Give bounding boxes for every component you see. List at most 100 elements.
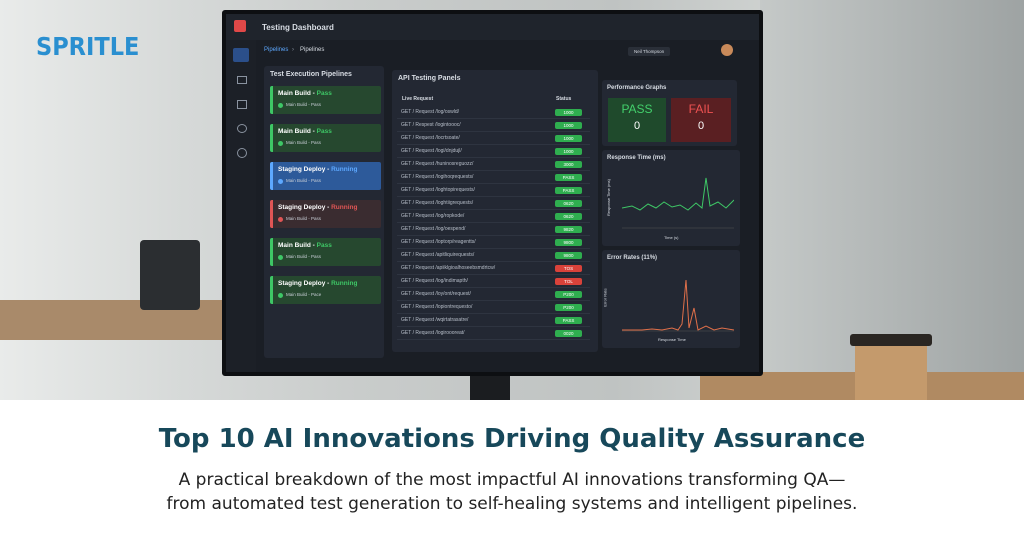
pipeline-status: Running	[331, 280, 358, 287]
request-text: GET / Request /logi/dnjdujl/	[401, 148, 462, 154]
pipeline-status: Pass	[316, 90, 332, 97]
pipeline-card[interactable]: Staging Deploy - Running Main Build - Pas…	[270, 162, 381, 190]
request-row[interactable]: GET / Request /apitliquirequests/9800	[397, 251, 590, 262]
status-badge: 0620	[555, 213, 582, 220]
column-header: Live Request	[402, 96, 434, 102]
photo: SPRITLE Testing Dashboard Pipelines › Pi…	[0, 0, 1024, 400]
status-badge: 0620	[555, 200, 582, 207]
chair	[140, 240, 200, 310]
request-row[interactable]: GET / Request /lopiontrequesto/P200	[397, 303, 590, 314]
request-row[interactable]: GET / Request /loghtopirequests/PASS	[397, 186, 590, 197]
status-badge: P200	[555, 304, 582, 311]
pipeline-name: Staging Deploy - Running	[278, 204, 357, 211]
request-text: GET / Request /locrtsoate/	[401, 135, 460, 141]
nav-icon[interactable]	[237, 124, 247, 133]
request-row[interactable]: GET / Request /apiiklgioalhoseebsmdrtcw/…	[397, 264, 590, 275]
x-axis-label: Time (s)	[664, 235, 679, 240]
pipeline-sub: Main Build - Pass	[286, 140, 322, 145]
fail-label: FAIL	[688, 102, 714, 116]
request-row[interactable]: GET / Request /wqirtatrasatre/PASS	[397, 316, 590, 327]
request-text: GET / Request /log/oespend/	[401, 226, 466, 232]
panel-title: Response Time (ms)	[607, 155, 666, 161]
status-dot	[278, 255, 283, 260]
pipeline-sub: Main Build - Pass	[286, 254, 322, 259]
request-row[interactable]: GET / Request /locrtsoate/1000	[397, 134, 590, 145]
nav-icon[interactable]	[233, 48, 249, 62]
pipeline-name: Staging Deploy - Running	[278, 280, 357, 287]
error-line	[622, 279, 734, 331]
performance-panel: Performance Graphs PASS 0 FAIL 0	[602, 80, 737, 146]
pipeline-sub: Main Build - Pass	[286, 178, 322, 183]
cup-lid	[850, 334, 932, 346]
nav-icon[interactable]	[237, 76, 247, 84]
request-row[interactable]: GET / Request /loy/ont/request/P200	[397, 290, 590, 301]
request-row[interactable]: GET / Request /log/ropkode/0620	[397, 212, 590, 223]
pipeline-name: Main Build - Pass	[278, 90, 332, 97]
request-row[interactable]: GET / Request /logihoqrequests/PASS	[397, 173, 590, 184]
status-badge: 9820	[555, 226, 582, 233]
request-text: GET / Request /lopiontrequesto/	[401, 304, 473, 310]
status-badge: 1000	[555, 135, 582, 142]
status-badge: 3000	[555, 161, 582, 168]
pipeline-sub: Main Build - Pass	[286, 216, 322, 221]
pipeline-sub: Main Build - Pass	[286, 102, 322, 107]
coffee-cup	[855, 340, 927, 400]
window	[760, 0, 1024, 400]
request-row[interactable]: GET / Respest /logintoooc/1000	[397, 121, 590, 132]
request-text: GET / Request /loghtiigrequests/	[401, 200, 474, 206]
request-text: GET / Request /logihoqrequests/	[401, 174, 474, 180]
nav-icon[interactable]	[237, 100, 247, 109]
column-header: Status	[556, 96, 572, 102]
panel-title: Performance Graphs	[607, 85, 667, 91]
pipeline-name: Main Build -	[278, 128, 315, 135]
headline: Top 10 AI Innovations Driving Quality As…	[158, 424, 866, 454]
x-axis-label: Response Time	[658, 337, 686, 342]
user-menu[interactable]: Neil Thompson	[628, 47, 671, 56]
request-row[interactable]: GET / Request /log/indimapth/TOL	[397, 277, 590, 288]
request-row[interactable]: GET / Request /loghtiigrequests/0620	[397, 199, 590, 210]
request-text: GET / Request /log/oswld/	[401, 109, 459, 115]
pipeline-card[interactable]: Main Build - Pass Main Build - Pass	[270, 86, 381, 114]
pipeline-card[interactable]: Main Build - Pass Main Build - Pass	[270, 238, 381, 266]
pipeline-card[interactable]: Staging Deploy - Running Main Build - Pas…	[270, 200, 381, 228]
request-text: GET / Request /apiiklgioalhoseebsmdrtcw/	[401, 265, 496, 271]
request-text: GET / Request /log/indimapth/	[401, 278, 468, 284]
pipeline-sub: Main Build - Pace	[286, 292, 322, 297]
pipeline-name: Main Build - Pass	[278, 128, 332, 135]
panel-title: Test Execution Pipelines	[270, 71, 352, 78]
status-badge: 1000	[555, 148, 582, 155]
request-row[interactable]: GET / Request /logi/dnjdujl/1000	[397, 147, 590, 158]
breadcrumb-separator: ›	[292, 47, 294, 53]
status-badge: 0020	[555, 330, 582, 337]
pass-value: 0	[633, 120, 641, 132]
logo: SPRITLE	[36, 32, 140, 61]
response-panel: Response Time (ms) Time (s) Response Tim…	[602, 150, 740, 246]
request-row[interactable]: GET / Request /log/oespend/9820	[397, 225, 590, 236]
status-badge: TOS	[555, 265, 582, 272]
pipeline-name: Staging Deploy - Running	[278, 166, 357, 173]
status-badge: 9800	[555, 252, 582, 259]
request-text: GET / Request /huninosreguozz/	[401, 161, 474, 167]
request-row[interactable]: GET / Request /logiroooreat/0020	[397, 329, 590, 340]
pass-label: PASS	[621, 102, 653, 116]
breadcrumb: Pipelines	[300, 47, 325, 53]
status-badge: 1000	[555, 109, 582, 116]
request-text: GET / Request /log/ropkode/	[401, 213, 465, 219]
status-dot	[278, 217, 283, 222]
request-row[interactable]: GET / Request /log/oswld/1000	[397, 108, 590, 119]
response-line	[622, 177, 734, 211]
pipeline-card[interactable]: Main Build - Pass Main Build - Pass	[270, 124, 381, 152]
avatar[interactable]	[721, 44, 733, 56]
status-badge: TOL	[555, 278, 582, 285]
errors-chart	[622, 279, 734, 332]
pipeline-card[interactable]: Staging Deploy - Running Main Build - Pac…	[270, 276, 381, 304]
pipeline-name: Main Build - Pass	[278, 242, 332, 249]
status-dot	[278, 293, 283, 298]
request-row[interactable]: GET / Request /loptorp/reagentts/9800	[397, 238, 590, 249]
status-badge: P200	[555, 291, 582, 298]
breadcrumb[interactable]: Pipelines	[264, 47, 289, 53]
request-row[interactable]: GET / Request /huninosreguozz/3000	[397, 160, 590, 171]
nav-icon[interactable]	[237, 148, 247, 158]
pipeline-status: Pass	[316, 128, 332, 135]
subtitle: from automated test generation to self-h…	[166, 494, 858, 514]
